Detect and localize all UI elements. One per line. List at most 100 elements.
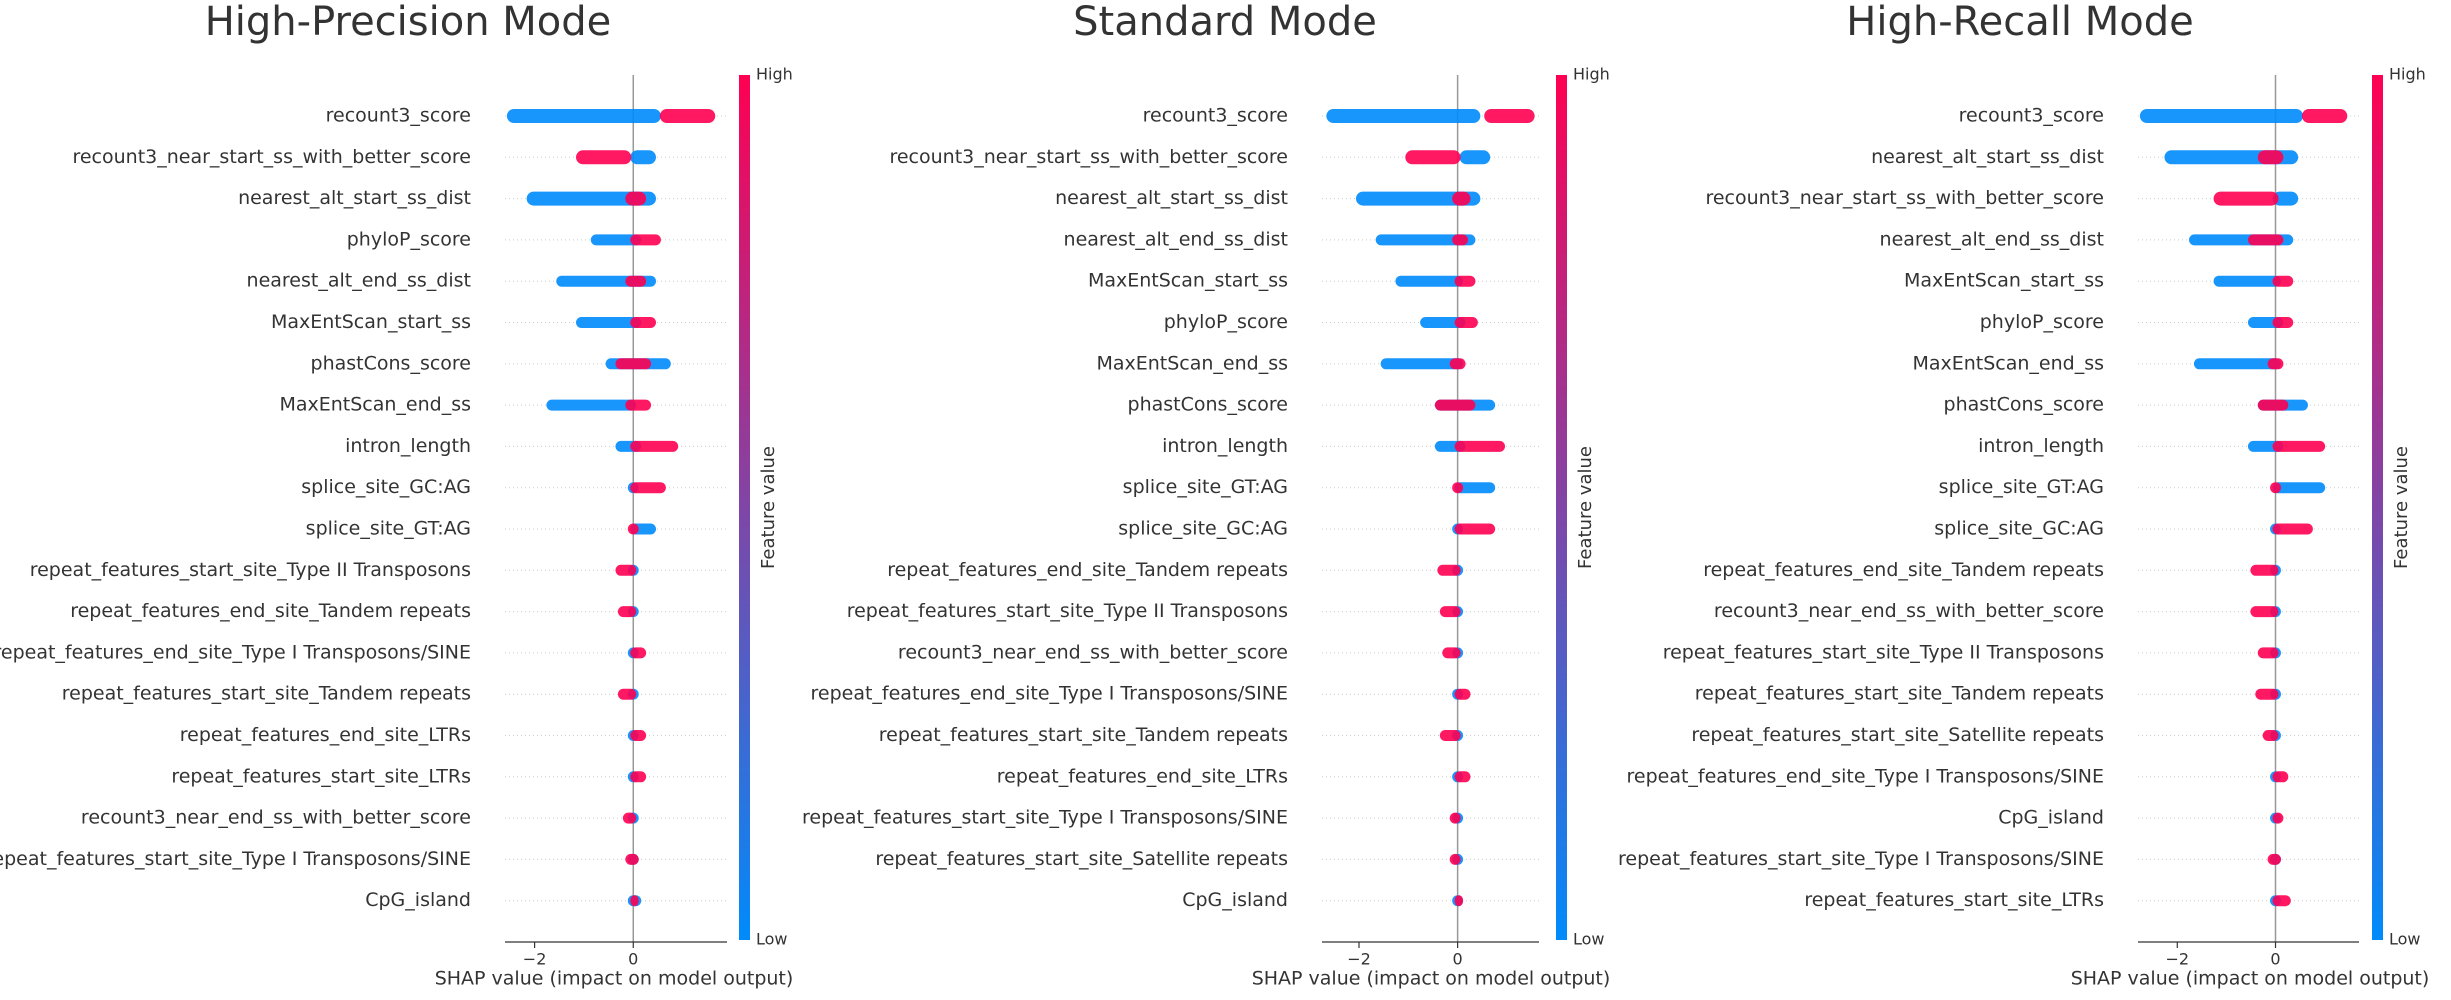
- feature-label: MaxEntScan_start_ss: [1088, 270, 1288, 292]
- x-tick-label: 0: [1453, 950, 1463, 969]
- swarm: [2272, 771, 2289, 783]
- feature-label: repeat_features_start_site_Type II Trans…: [30, 559, 471, 581]
- swarm: [630, 317, 656, 328]
- feature-label: phyloP_score: [347, 228, 471, 250]
- feature-label: nearest_alt_end_ss_dist: [247, 270, 471, 292]
- swarm: [2262, 730, 2279, 741]
- swarm: [1449, 853, 1461, 865]
- feature-label: MaxEntScan_end_ss: [1096, 352, 1288, 374]
- feature-label: intron_length: [1978, 435, 2104, 457]
- swarm: [2257, 150, 2284, 165]
- swarm: [627, 523, 639, 535]
- swarm: [1459, 150, 1491, 165]
- swarm: [617, 606, 637, 618]
- swarm: [506, 109, 661, 123]
- feature-label: nearest_alt_end_ss_dist: [1064, 228, 1288, 250]
- swarm: [617, 688, 637, 700]
- swarm: [2267, 853, 2281, 865]
- colorbar-high: High: [2389, 65, 2426, 84]
- swarm: [2270, 482, 2281, 494]
- swarm: [2272, 812, 2284, 824]
- swarm: [625, 191, 647, 206]
- swarm: [625, 399, 652, 411]
- colorbar-low: Low: [756, 930, 788, 949]
- feature-label: repeat_features_end_site_LTRs: [180, 724, 471, 746]
- colorbar: [739, 75, 750, 940]
- swarm: [2272, 191, 2299, 206]
- swarm: [576, 317, 642, 328]
- swarm: [1454, 688, 1471, 700]
- swarm: [1454, 895, 1464, 907]
- swarm: [1439, 606, 1461, 618]
- swarm: [2247, 234, 2284, 246]
- feature-label: recount3_near_start_ss_with_better_score: [72, 146, 471, 168]
- swarm: [625, 275, 647, 287]
- swarm: [2255, 688, 2279, 700]
- swarm: [1439, 730, 1461, 741]
- feature-label: splice_site_GC:AG: [301, 476, 471, 498]
- swarm: [630, 234, 661, 246]
- feature-label: splice_site_GT:AG: [1939, 476, 2104, 498]
- swarm: [2213, 191, 2279, 206]
- feature-label: recount3_score: [1143, 105, 1288, 127]
- swarm: [2139, 109, 2304, 123]
- feature-label: CpG_island: [1182, 889, 1288, 911]
- feature-label: phyloP_score: [1980, 311, 2104, 333]
- swarm: [1454, 317, 1478, 328]
- colorbar-high: High: [756, 65, 793, 84]
- feature-label: repeat_features_end_site_Tandem repeats: [1703, 559, 2104, 581]
- feature-label: splice_site_GC:AG: [1934, 518, 2104, 540]
- feature-label: repeat_features_start_site_Tandem repeat…: [879, 724, 1288, 746]
- swarm: [2272, 275, 2294, 287]
- swarm: [2272, 482, 2326, 494]
- swarm: [1437, 564, 1461, 576]
- swarm: [659, 109, 716, 123]
- swarm: [615, 358, 652, 370]
- feature-label: repeat_features_start_site_Satellite rep…: [1691, 724, 2104, 746]
- feature-label: recount3_score: [326, 105, 471, 127]
- feature-label: repeat_features_start_site_Type II Trans…: [847, 600, 1288, 622]
- x-axis-title: SHAP value (impact on model output): [435, 968, 794, 990]
- swarm: [1326, 109, 1481, 123]
- chart-title: High-Recall Mode: [1846, 0, 2193, 45]
- feature-label: phyloP_score: [1164, 311, 1288, 333]
- swarm: [1452, 234, 1469, 246]
- swarm: [1395, 275, 1464, 287]
- feature-label: MaxEntScan_end_ss: [1912, 352, 2104, 374]
- swarm: [615, 564, 637, 576]
- feature-label: repeat_features_start_site_Satellite rep…: [875, 848, 1288, 870]
- feature-label: repeat_features_start_site_Type I Transp…: [1618, 848, 2104, 870]
- chart-title: High-Precision Mode: [205, 0, 612, 45]
- swarm: [2301, 109, 2348, 123]
- x-tick-label: −2: [1347, 950, 1371, 969]
- swarm: [1452, 191, 1471, 206]
- colorbar-label: Feature value: [758, 446, 779, 569]
- feature-label: recount3_near_start_ss_with_better_score: [1705, 187, 2104, 209]
- swarm: [546, 399, 637, 411]
- x-tick-label: 0: [628, 950, 638, 969]
- swarm: [1405, 150, 1461, 165]
- feature-label: repeat_features_start_site_Tandem repeat…: [1695, 683, 2104, 705]
- swarm: [1420, 317, 1466, 328]
- feature-label: repeat_features_end_site_Tandem repeats: [887, 559, 1288, 581]
- swarm: [2272, 895, 2291, 907]
- colorbar: [1556, 75, 1567, 940]
- swarm: [1454, 275, 1476, 287]
- feature-label: repeat_features_end_site_Tandem repeats: [70, 600, 471, 622]
- swarm: [622, 812, 637, 824]
- swarm: [2213, 275, 2281, 287]
- swarm: [630, 771, 647, 783]
- swarm: [1375, 234, 1476, 246]
- feature-label: nearest_alt_start_ss_dist: [1871, 146, 2104, 168]
- swarm: [1434, 399, 1476, 411]
- chart-title: Standard Mode: [1073, 0, 1377, 45]
- feature-label: CpG_island: [1998, 807, 2104, 829]
- swarm: [1355, 191, 1481, 206]
- feature-label: recount3_score: [1959, 105, 2104, 127]
- swarm: [1452, 482, 1464, 494]
- feature-label: phastCons_score: [311, 352, 471, 374]
- feature-label: splice_site_GC:AG: [1118, 518, 1288, 540]
- feature-label: repeat_features_start_site_LTRs: [171, 765, 471, 787]
- colorbar-label: Feature value: [2391, 446, 2412, 569]
